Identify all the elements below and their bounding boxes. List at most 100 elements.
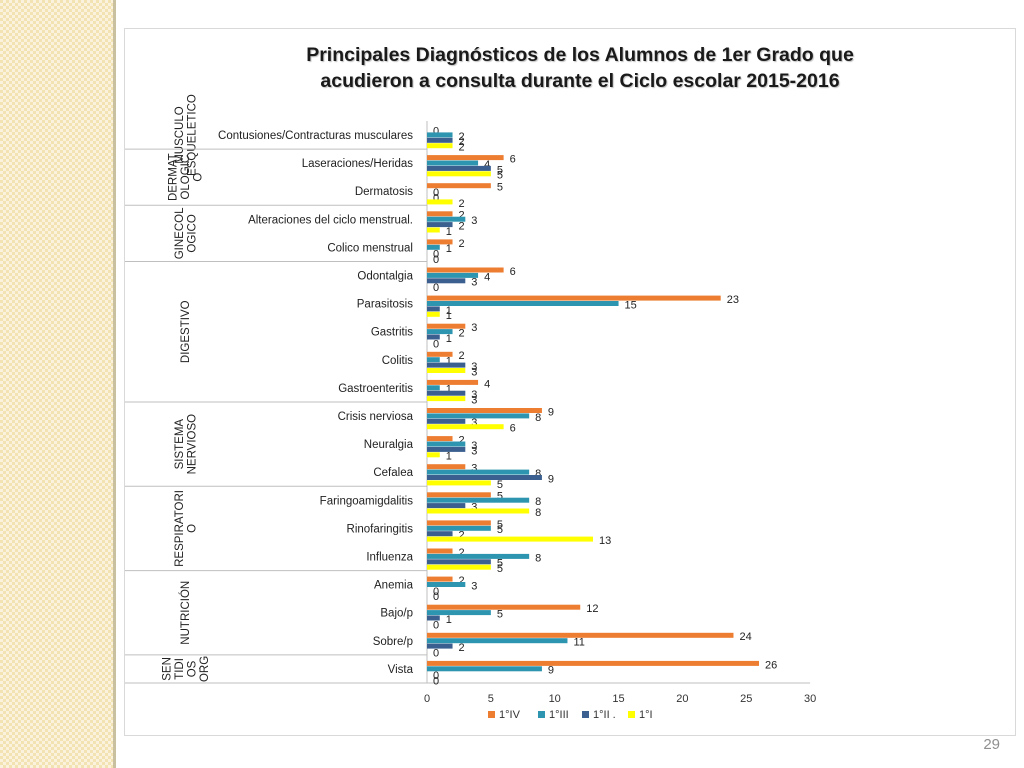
category-label: Colitis: [382, 355, 414, 367]
x-tick-label: 20: [676, 693, 688, 705]
data-label: 0: [433, 619, 439, 631]
data-label: 2: [459, 210, 465, 222]
category-label: Gastritis: [371, 327, 413, 339]
bar: [427, 492, 491, 498]
group-sublabel: .: [198, 660, 201, 672]
data-label: 1: [446, 333, 452, 345]
bar: [427, 536, 594, 542]
bar: [427, 666, 542, 672]
x-tick-label: 25: [740, 693, 752, 705]
bar: [427, 418, 466, 424]
bar: [427, 452, 440, 458]
data-label: 9: [548, 473, 554, 485]
legend-swatch: [538, 711, 545, 718]
data-label: 2: [459, 547, 465, 559]
bar: [427, 610, 491, 616]
page-number: 29: [983, 736, 1000, 753]
x-tick-label: 5: [488, 693, 494, 705]
data-label: 5: [497, 479, 503, 491]
bar: [427, 559, 491, 565]
category-label: Odontalgia: [357, 271, 413, 283]
bar: [427, 211, 453, 217]
data-label: 3: [471, 215, 477, 227]
bar: [427, 351, 453, 357]
chart-title-line-2: acudieron a consulta durante el Ciclo es…: [320, 70, 840, 92]
bar: [427, 165, 491, 171]
data-label: 2: [459, 642, 465, 654]
chart-frame: [124, 28, 1016, 736]
data-label: 6: [510, 154, 516, 166]
data-label: 8: [535, 496, 541, 508]
category-label: Rinofaringitis: [347, 523, 414, 535]
x-tick-label: 30: [804, 693, 816, 705]
bar: [427, 329, 453, 335]
bar: [427, 362, 466, 368]
data-label: 3: [471, 277, 477, 289]
data-label: 0: [433, 254, 439, 266]
data-label: 0: [433, 249, 439, 261]
data-label: 2: [459, 328, 465, 340]
group-label: SISTEMANERVIOSO: [174, 414, 199, 475]
data-label: 24: [739, 631, 751, 643]
bar: [427, 525, 491, 531]
data-label: 3: [471, 580, 477, 592]
bar: [427, 334, 440, 340]
bar: [427, 183, 491, 189]
bar: [427, 216, 466, 222]
data-label: 15: [625, 299, 637, 311]
bar: [427, 137, 453, 143]
category-label: Cefalea: [373, 467, 413, 479]
bar: [427, 385, 440, 391]
bar: [427, 171, 491, 177]
bar: [427, 278, 466, 284]
bar: [427, 531, 453, 537]
chart-title-line-1: Principales Diagnósticos de los Alumnos …: [306, 44, 854, 66]
data-label: 0: [433, 676, 439, 688]
bar: [427, 323, 466, 329]
data-label: 0: [433, 125, 439, 137]
data-label: 3: [471, 502, 477, 514]
bar: [427, 311, 440, 317]
bar: [427, 408, 542, 413]
bar: [427, 464, 466, 470]
legend-swatch: [628, 711, 635, 718]
bar: [427, 222, 453, 228]
category-label: Crisis nerviosa: [338, 411, 414, 423]
bar: [427, 227, 440, 233]
bar: [427, 272, 479, 278]
group-label: DERMATOLOGICO: [168, 153, 205, 201]
bar: [427, 390, 466, 396]
data-label: 2: [459, 435, 465, 447]
data-label: 5: [497, 164, 503, 176]
data-label: 2: [459, 238, 465, 250]
bar: [427, 239, 453, 245]
bar: [427, 379, 479, 385]
data-label: 5: [497, 170, 503, 182]
data-label: 8: [535, 507, 541, 519]
data-label: 2: [459, 221, 465, 233]
data-label: 1: [446, 356, 452, 368]
data-label: 0: [433, 586, 439, 598]
bar: [427, 582, 466, 587]
bar: [427, 267, 504, 273]
data-label: 5: [497, 524, 503, 536]
legend-entry: 1°I: [639, 709, 653, 721]
category-label: Contusiones/Contracturas musculares: [218, 130, 413, 142]
legend-entry: 1°IV: [499, 709, 521, 721]
data-label: 3: [471, 463, 477, 475]
bar: [427, 660, 760, 666]
bar: [427, 306, 440, 312]
data-label: 0: [433, 338, 439, 350]
bar: [427, 424, 504, 430]
data-label: 2: [459, 530, 465, 542]
data-label: 1: [446, 305, 452, 317]
data-label: 2: [459, 198, 465, 210]
data-label: 0: [433, 647, 439, 659]
data-label: 8: [535, 412, 541, 424]
data-label: 2: [459, 575, 465, 587]
data-label: 4: [484, 378, 490, 390]
data-label: 5: [497, 558, 503, 570]
data-label: 1: [446, 451, 452, 463]
category-label: Bajo/p: [380, 608, 413, 620]
